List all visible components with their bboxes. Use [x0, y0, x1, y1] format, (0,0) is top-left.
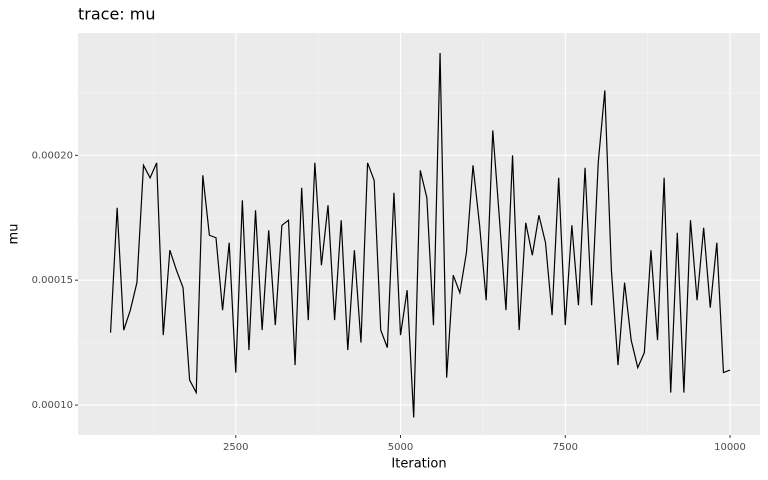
chart-title: trace: mu: [78, 5, 156, 24]
x-tick-label: 5000: [388, 442, 413, 453]
x-tick-label: 7500: [553, 442, 578, 453]
y-axis-label: mu: [7, 224, 22, 245]
trace-line: [109, 52, 731, 418]
y-tick-label: 0.00020: [32, 150, 73, 161]
y-tick-label: 0.00015: [32, 275, 73, 286]
x-tick-label: 10000: [714, 442, 746, 453]
x-tick-label: 2500: [223, 442, 248, 453]
x-axis-label: Iteration: [391, 457, 446, 472]
y-tick-label: 0.00010: [32, 400, 73, 411]
